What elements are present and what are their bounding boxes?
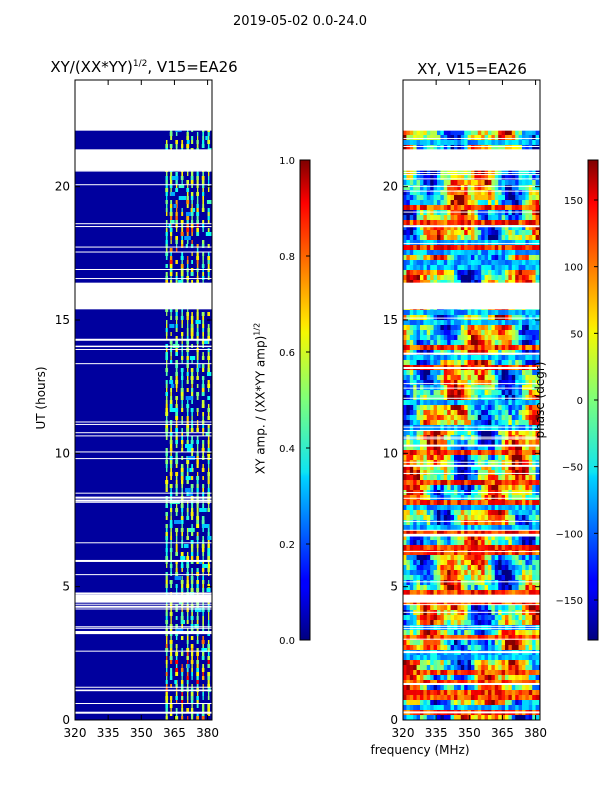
amp-ytick-label: 10 (55, 446, 70, 460)
phase-xtick-label: 350 (458, 726, 481, 740)
amp-xtick-label: 320 (64, 726, 87, 740)
phase-xtick-label: 320 (392, 726, 415, 740)
phase-colorbar-tick-label: −100 (556, 529, 583, 540)
phase-xtick-label: 380 (524, 726, 547, 740)
amp-colorbar-label-sup: 1/2 (252, 322, 262, 336)
phase-colorbar-tick-label: 100 (564, 263, 583, 274)
phase-heatmap (403, 80, 540, 720)
phase-ytick-label: 0 (390, 713, 398, 727)
amp-colorbar-tick-label: 1.0 (279, 156, 295, 167)
amp-title-main: XY/(XX*YY) (50, 58, 133, 76)
phase-colorbar-tick-label: −50 (562, 463, 583, 474)
phase-xtick-label: 365 (491, 726, 514, 740)
amp-colorbar-tick-label: 0.8 (279, 252, 295, 263)
amp-xtick-label: 380 (196, 726, 219, 740)
phase-heatmap-cells (403, 80, 540, 720)
amp-ytick-label: 5 (62, 580, 70, 594)
phase-colorbar-ticks: 150 100 50 0 −50 −100 −150 (556, 196, 598, 607)
amp-heatmap (75, 80, 212, 720)
amp-axes-frame (74, 79, 213, 721)
amp-ytick-label: 20 (55, 180, 70, 194)
amp-xtick-label: 365 (163, 726, 186, 740)
amp-xtick-label: 335 (97, 726, 120, 740)
phase-panel-title: XY, V15=EA26 (417, 60, 527, 78)
phase-ytick-label: 10 (383, 446, 398, 460)
amp-colorbar-tick-label: 0.6 (279, 348, 295, 359)
amp-colorbar-label-main: XY amp. / (XX*YY amp) (253, 335, 268, 475)
phase-colorbar-tick-label: −150 (556, 596, 583, 607)
phase-axes-frame (402, 79, 541, 721)
amp-colorbar-tick-label: 0.0 (279, 636, 295, 647)
amp-xtick-label: 350 (130, 726, 153, 740)
amp-axis-ticks: 320 335 350 365 380 0 5 10 15 20 (55, 80, 219, 740)
figure-xlabel: frequency (MHz) (370, 743, 470, 757)
phase-colorbar-tick-label: 50 (570, 329, 583, 340)
phase-ytick-label: 5 (390, 580, 398, 594)
figure-suptitle: 2019-05-02 0.0-24.0 (233, 14, 367, 29)
amp-ytick-label: 15 (55, 313, 70, 327)
phase-ytick-label: 15 (383, 313, 398, 327)
amp-colorbar (299, 159, 311, 641)
amp-heatmap-gaps (75, 80, 212, 714)
phase-colorbar-tick-label: 150 (564, 196, 583, 207)
amp-colorbar-ticks: 0.0 0.2 0.4 0.6 0.8 1.0 (279, 156, 310, 647)
phase-colorbar-tick-label: 0 (577, 396, 583, 407)
phase-ytick-label: 20 (383, 180, 398, 194)
phase-colorbar-label: phase (degr) (533, 361, 547, 439)
amp-colorbar-tick-label: 0.2 (279, 540, 295, 551)
phase-heatmap-gaps (403, 80, 540, 714)
phase-xtick-label: 335 (425, 726, 448, 740)
phase-axis-ticks: 320 335 350 365 380 0 5 10 15 20 (383, 80, 547, 740)
amp-title-sup: 1/2 (132, 59, 148, 69)
amp-ylabel: UT (hours) (34, 366, 48, 430)
amp-panel-title: XY/(XX*YY)1/2, V15=EA26 (40, 58, 248, 76)
amp-colorbar-tick-label: 0.4 (279, 444, 295, 455)
amp-title-rest: , V15=EA26 (147, 58, 238, 76)
amp-colorbar-label: XY amp. / (XX*YY amp)1/2 (253, 314, 268, 484)
amp-ytick-label: 0 (62, 713, 70, 727)
